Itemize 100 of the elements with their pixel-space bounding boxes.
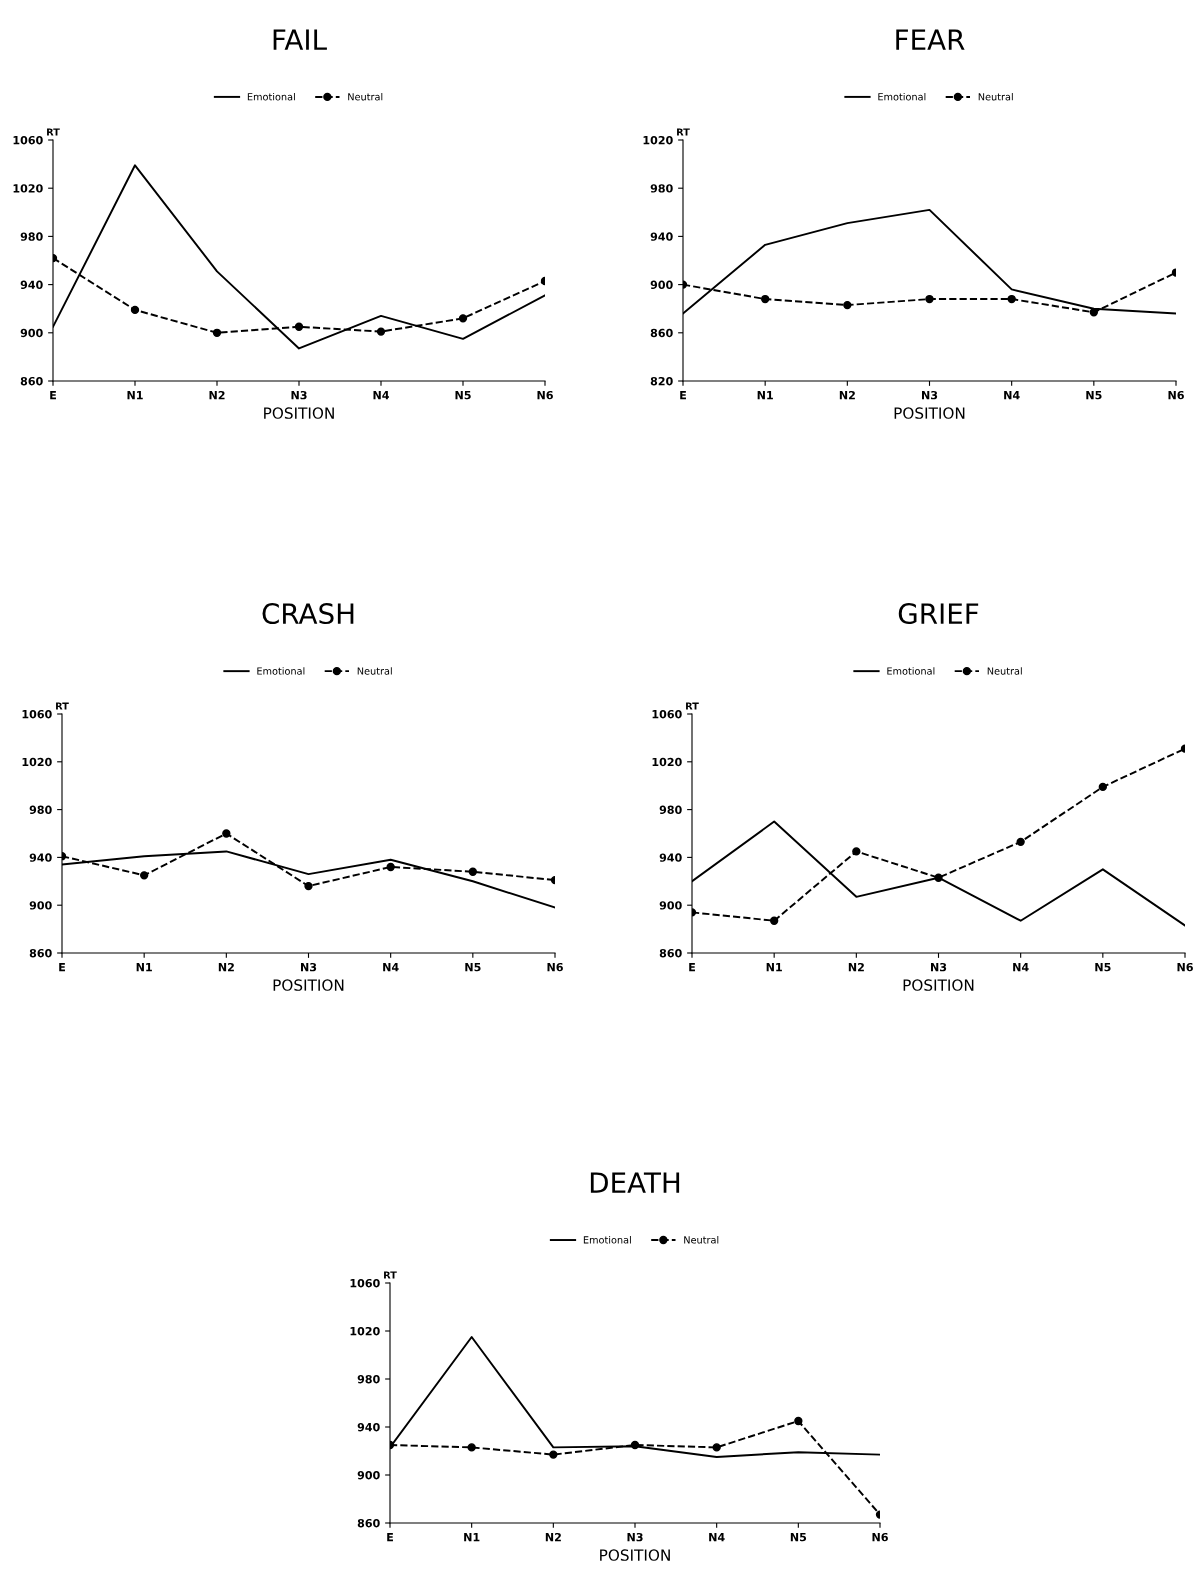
y-tick-label: 820 <box>650 376 673 386</box>
legend-label: Emotional <box>257 667 305 675</box>
x-tick-label: N4 <box>1013 963 1029 972</box>
point <box>304 881 313 891</box>
x-tick-label: N3 <box>301 962 317 972</box>
legend-label: Neutral <box>978 92 1013 101</box>
x-tick-label: N1 <box>136 963 152 972</box>
x-tick-label: N6 <box>537 390 553 400</box>
chart-title: FAIL <box>273 29 327 50</box>
x-tick-label: E <box>387 1533 393 1542</box>
y-tick-label: 1020 <box>643 135 673 145</box>
x-tick-label: N2 <box>218 962 234 972</box>
x-tick-label: N5 <box>1095 963 1111 972</box>
y-tick-label: 900 <box>29 901 52 910</box>
x-tick-label: N5 <box>1086 391 1102 400</box>
y-tick-label: 980 <box>650 184 673 193</box>
y-axis-title: RT <box>384 1271 397 1279</box>
y-tick-label: 940 <box>29 853 52 862</box>
point <box>222 829 231 838</box>
chart-title: FEAR <box>896 29 965 50</box>
y-tick-label: 980 <box>659 805 682 814</box>
point <box>467 1443 476 1452</box>
x-tick-label: N3 <box>922 390 938 400</box>
x-tick-label: N3 <box>627 1532 643 1542</box>
x-tick-label: E <box>680 391 686 400</box>
y-tick-label: 940 <box>659 853 682 862</box>
x-tick-label: N1 <box>757 391 773 400</box>
point <box>843 300 852 310</box>
y-tick-label: 900 <box>659 901 682 910</box>
x-tick-label: N1 <box>464 1533 480 1542</box>
y-tick-label: 1060 <box>22 709 52 719</box>
y-tick-label: 980 <box>20 232 43 241</box>
y-tick-label: 860 <box>650 328 673 338</box>
point <box>760 294 770 304</box>
point <box>1098 782 1108 792</box>
y-tick-label: 1020 <box>13 184 43 193</box>
x-axis-title: POSITION <box>600 1549 670 1561</box>
y-tick-label: 1020 <box>350 1326 380 1336</box>
x-tick-label: N4 <box>709 1533 725 1542</box>
legend-label: Neutral <box>357 667 392 675</box>
y-axis-title: RT <box>56 702 69 710</box>
y-axis-title: RT <box>677 128 690 136</box>
legend-label: Neutral <box>684 1236 719 1244</box>
point <box>852 847 861 856</box>
x-axis-title: POSITION <box>903 979 974 991</box>
point <box>712 1443 721 1452</box>
y-tick-label: 860 <box>29 948 52 958</box>
y-tick-label: 1060 <box>350 1278 380 1288</box>
y-axis-title: RT <box>686 702 699 710</box>
x-tick-label: N2 <box>209 390 225 400</box>
x-tick-label: N1 <box>127 391 143 400</box>
x-axis-title: POSITION <box>894 407 965 419</box>
y-tick-label: 1060 <box>13 135 43 145</box>
point <box>139 871 149 880</box>
x-tick-label: N2 <box>848 962 864 972</box>
point <box>769 916 779 925</box>
y-tick-label: 1020 <box>652 757 682 767</box>
chart-title: CRASH <box>262 603 354 625</box>
x-tick-label: N6 <box>872 1532 888 1542</box>
y-tick-label: 980 <box>357 1374 380 1384</box>
x-tick-label: N4 <box>1004 391 1020 400</box>
x-axis-title: POSITION <box>264 407 334 419</box>
legend-label: Neutral <box>348 92 383 101</box>
x-tick-label: N5 <box>455 391 471 400</box>
x-tick-label: N5 <box>465 963 481 972</box>
y-tick-label: 1020 <box>22 757 52 767</box>
x-tick-label: N2 <box>545 1532 561 1542</box>
point <box>630 1440 640 1450</box>
x-tick-label: N2 <box>839 390 855 400</box>
x-axis-title: POSITION <box>273 979 344 991</box>
y-tick-label: 940 <box>650 232 673 241</box>
point <box>130 305 140 315</box>
point <box>294 322 304 331</box>
y-tick-label: 860 <box>659 948 682 958</box>
legend-label: Neutral <box>987 667 1022 675</box>
point <box>1016 837 1025 847</box>
x-tick-label: N4 <box>373 391 389 400</box>
x-tick-label: N6 <box>1168 390 1184 400</box>
x-tick-label: N3 <box>291 390 307 400</box>
x-tick-label: E <box>59 963 65 972</box>
y-axis-title: RT <box>47 128 60 136</box>
y-tick-label: 1060 <box>652 709 682 719</box>
x-tick-label: N5 <box>790 1533 807 1542</box>
point <box>934 873 943 882</box>
legend-label: Emotional <box>878 92 926 101</box>
legend-label: Emotional <box>583 1236 631 1244</box>
point <box>212 328 222 337</box>
chart-title: GRIEF <box>898 603 979 625</box>
y-tick-label: 980 <box>29 805 52 814</box>
x-tick-label: N6 <box>547 962 563 972</box>
y-tick-label: 940 <box>357 1422 380 1432</box>
point <box>1089 308 1099 317</box>
point <box>376 327 386 336</box>
y-tick-label: 900 <box>20 328 43 338</box>
legend-label: Emotional <box>887 667 935 675</box>
y-tick-label: 900 <box>650 280 673 289</box>
point <box>458 314 468 323</box>
x-tick-label: N3 <box>931 962 947 972</box>
point <box>386 862 395 872</box>
y-tick-label: 900 <box>357 1470 380 1480</box>
